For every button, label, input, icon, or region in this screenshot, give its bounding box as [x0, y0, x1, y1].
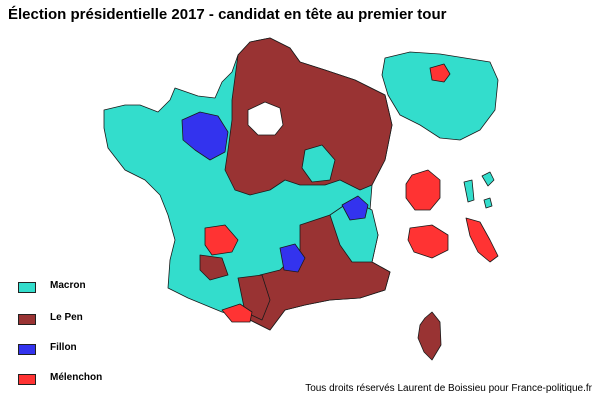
legend-label-fillon: Fillon: [50, 342, 77, 353]
overseas-islands-small-2: [483, 197, 493, 209]
region-melenchon-center: [204, 224, 239, 256]
overseas-islands-small: [481, 171, 495, 187]
region-paris-area: [247, 101, 284, 136]
legend-label-macron: Macron: [50, 280, 86, 291]
inset-ile-de-france: [381, 51, 499, 141]
legend-swatch-fillon: [18, 344, 36, 355]
region-fillon-south: [279, 243, 306, 273]
overseas-reunion: [405, 169, 441, 211]
corsica: [417, 311, 442, 361]
region-fillon-east: [341, 195, 369, 221]
overseas-mayotte: [463, 179, 475, 203]
legend-swatch-melenchon: [18, 374, 36, 385]
region-melenchon-south: [221, 303, 253, 323]
legend-swatch-macron: [18, 282, 36, 293]
region-le-pen-southwest: [199, 254, 229, 281]
map-title: Élection présidentielle 2017 - candidat …: [8, 6, 447, 23]
overseas-guadeloupe: [465, 217, 499, 263]
region-fillon-west: [181, 111, 229, 161]
legend-swatch-le-pen: [18, 314, 36, 325]
overseas-martinique: [407, 224, 449, 259]
region-le-pen-northeast: [224, 37, 393, 196]
copyright-credit: Tous droits réservés Laurent de Boissieu…: [305, 383, 592, 394]
region-macron-center: [301, 144, 336, 183]
inset-paris-melenchon: [429, 63, 451, 83]
legend-label-le-pen: Le Pen: [50, 312, 83, 323]
legend-label-melenchon: Mélenchon: [50, 372, 103, 383]
